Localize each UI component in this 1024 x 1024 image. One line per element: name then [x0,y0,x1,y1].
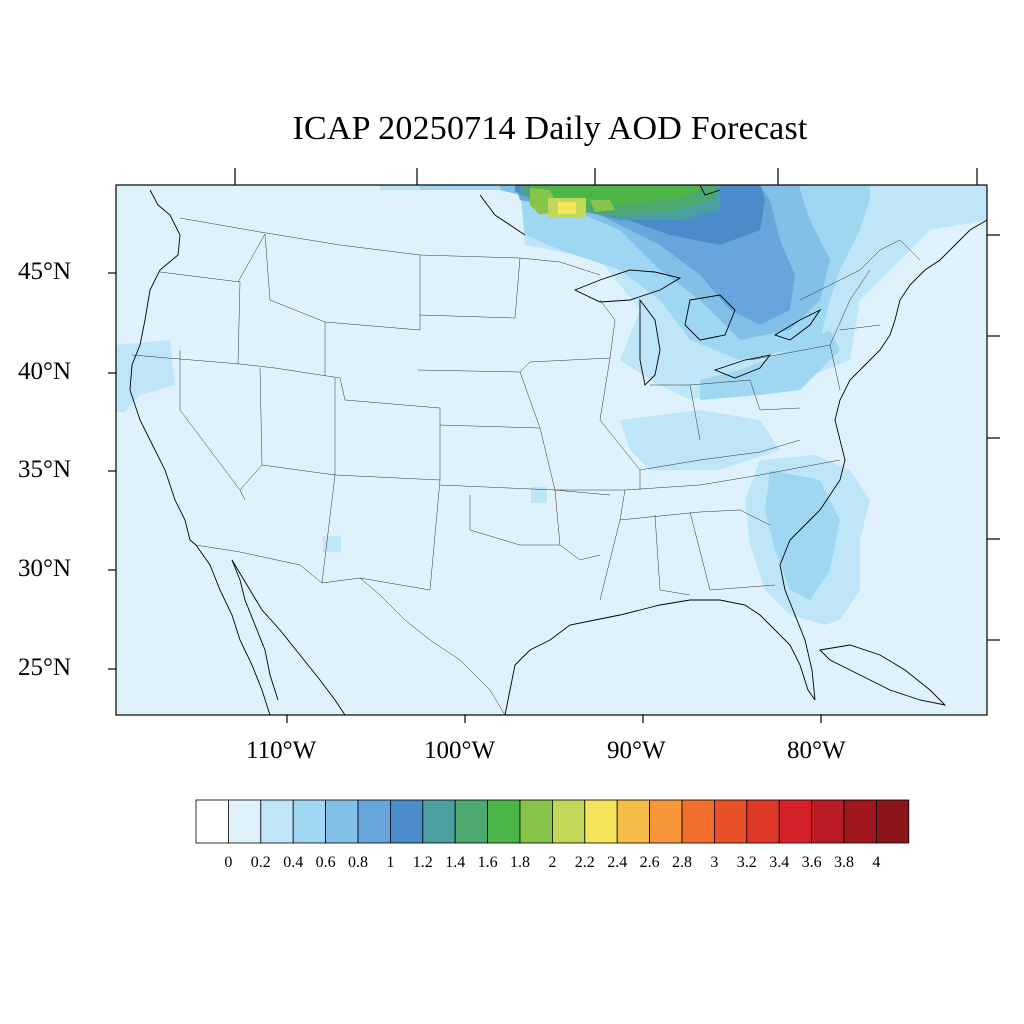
lon-label-110: 110°W [246,737,317,764]
state-boundaries [131,217,921,715]
lon-label-100: 100°W [424,737,496,764]
colorbar-swatch [260,799,294,844]
colorbar [195,799,910,844]
lat-label-25: 25°N [18,654,72,681]
colorbar-swatch [746,799,780,844]
colorbar-swatch [843,799,877,844]
colorbar-swatch [584,799,618,844]
colorbar-tick-label: 3.2 [736,854,757,871]
colorbar-swatch [616,799,651,844]
colorbar-tick-label: 1.8 [510,854,530,871]
lat-label-45: 45°N [18,258,72,285]
colorbar-swatch [454,799,489,844]
colorbar-tick-label: 4 [872,854,881,871]
colorbar-swatch [227,799,262,844]
colorbar-tick-label: 1 [386,854,395,871]
colorbar-tick-label: 2.4 [607,854,628,871]
lat-label-30: 30°N [18,555,72,582]
colorbar-tick-label: 3.6 [801,854,822,871]
colorbar-tick-label: 2 [548,854,557,871]
colorbar-tick-label: 2.8 [672,854,692,871]
colorbar-swatch [357,799,391,844]
colorbar-tick-label: 1.6 [477,854,498,871]
colorbar-tick-label: 2.2 [574,854,595,871]
lon-label-90: 90°W [607,737,666,764]
coastlines [129,185,987,715]
map-title: ICAP 20250714 Daily AOD Forecast [292,110,808,147]
colorbar-tick-label: 1.4 [445,854,466,871]
colorbar-tick-label: 3 [710,854,719,871]
colorbar-tick-label: 0.8 [348,854,368,871]
colorbar-tick-label: 2.6 [639,854,660,871]
colorbar-swatch [876,799,910,844]
colorbar-swatch [325,799,359,844]
colorbar-swatch [552,799,586,844]
colorbar-tick-label: 3.4 [769,854,790,871]
axis-ticks [108,168,1000,723]
colorbar-swatch [292,799,327,844]
colorbar-swatch [714,799,748,844]
colorbar-tick-label: 1.2 [412,854,433,871]
colorbar-swatch [519,799,553,844]
colorbar-tick-label: 0 [224,854,233,871]
colorbar-swatch [811,799,845,844]
colorbar-tick-label: 0.6 [315,854,336,871]
colorbar-swatch [649,799,683,844]
colorbar-swatch [422,799,456,844]
colorbar-tick-label: 3.8 [834,854,854,871]
colorbar-tick-label: 0.2 [250,854,271,871]
colorbar-swatch [778,799,813,844]
colorbar-swatch [487,799,521,844]
lat-label-40: 40°N [18,358,72,385]
colorbar-swatch [195,799,229,844]
colorbar-swatch [681,799,715,844]
map-frame [115,184,988,716]
colorbar-swatch [389,799,424,844]
lon-label-80: 80°W [787,737,846,764]
colorbar-tick-label: 0.4 [283,854,304,871]
lat-label-35: 35°N [18,456,72,483]
